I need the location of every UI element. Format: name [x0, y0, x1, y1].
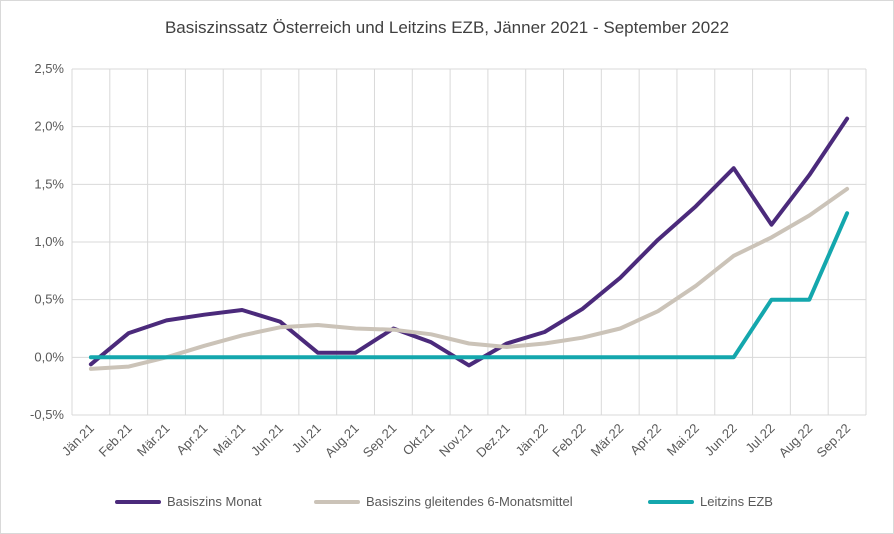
legend-label-leitzins-ezb: Leitzins EZB	[700, 494, 773, 509]
x-tick-label: Sep.21	[360, 421, 400, 461]
x-tick-label: Mär.21	[134, 421, 173, 460]
series-line-0	[88, 116, 850, 368]
chart-title: Basiszinssatz Österreich und Leitzins EZ…	[164, 18, 730, 37]
x-tick-label: Aug.21	[322, 421, 362, 461]
x-tick-label: Sep.22	[813, 421, 853, 461]
legend-item-leitzins-ezb: Leitzins EZB	[648, 494, 773, 509]
y-tick-label: 0,5%	[34, 292, 64, 307]
legend-swatch-leitzins-ezb	[648, 499, 694, 504]
y-tick-label: 2,0%	[34, 119, 64, 134]
x-tick-label: Nov.21	[436, 421, 475, 460]
x-tick-label: Mai.22	[664, 421, 702, 459]
x-tick-label: Jän.21	[59, 421, 97, 459]
x-tick-label: Apr.21	[173, 421, 210, 458]
x-tick-label: Jun.22	[702, 421, 740, 459]
series-line-2	[88, 211, 850, 360]
legend-item-basiszins-monat: Basiszins Monat	[115, 494, 262, 509]
legend-label-basiszins-monat: Basiszins Monat	[167, 494, 262, 509]
legend-item-gleitendes-mittel: Basiszins gleitendes 6-Monatsmittel	[314, 494, 573, 509]
y-tick-label: 2,5%	[34, 61, 64, 76]
x-tick-label: Feb.22	[549, 421, 588, 460]
x-tick-label: Jun.21	[248, 421, 286, 459]
x-tick-label: Feb.21	[96, 421, 135, 460]
y-tick-label: -0,5%	[30, 407, 64, 422]
legend-swatch-gleitendes-mittel	[314, 499, 360, 504]
y-tick-label: 1,0%	[34, 234, 64, 249]
legend-label-gleitendes-mittel: Basiszins gleitendes 6-Monatsmittel	[366, 494, 573, 509]
x-tick-label: Jul.22	[742, 421, 777, 456]
x-tick-label: Jän.22	[513, 421, 551, 459]
x-tick-label: Mär.22	[588, 421, 627, 460]
x-tick-label: Dez.21	[473, 421, 513, 461]
y-tick-label: 0,0%	[34, 349, 64, 364]
x-tick-label: Jul.21	[289, 421, 324, 456]
y-tick-label: 1,5%	[34, 176, 64, 191]
chart-legend: Basiszins Monat Basiszins gleitendes 6-M…	[0, 494, 894, 514]
series-line-1	[88, 186, 850, 371]
x-tick-label: Aug.22	[776, 421, 816, 461]
x-tick-label: Okt.21	[400, 421, 438, 459]
x-tick-label: Mai.21	[210, 421, 248, 459]
x-tick-label: Apr.22	[627, 421, 664, 458]
legend-swatch-basiszins-monat	[115, 499, 161, 504]
